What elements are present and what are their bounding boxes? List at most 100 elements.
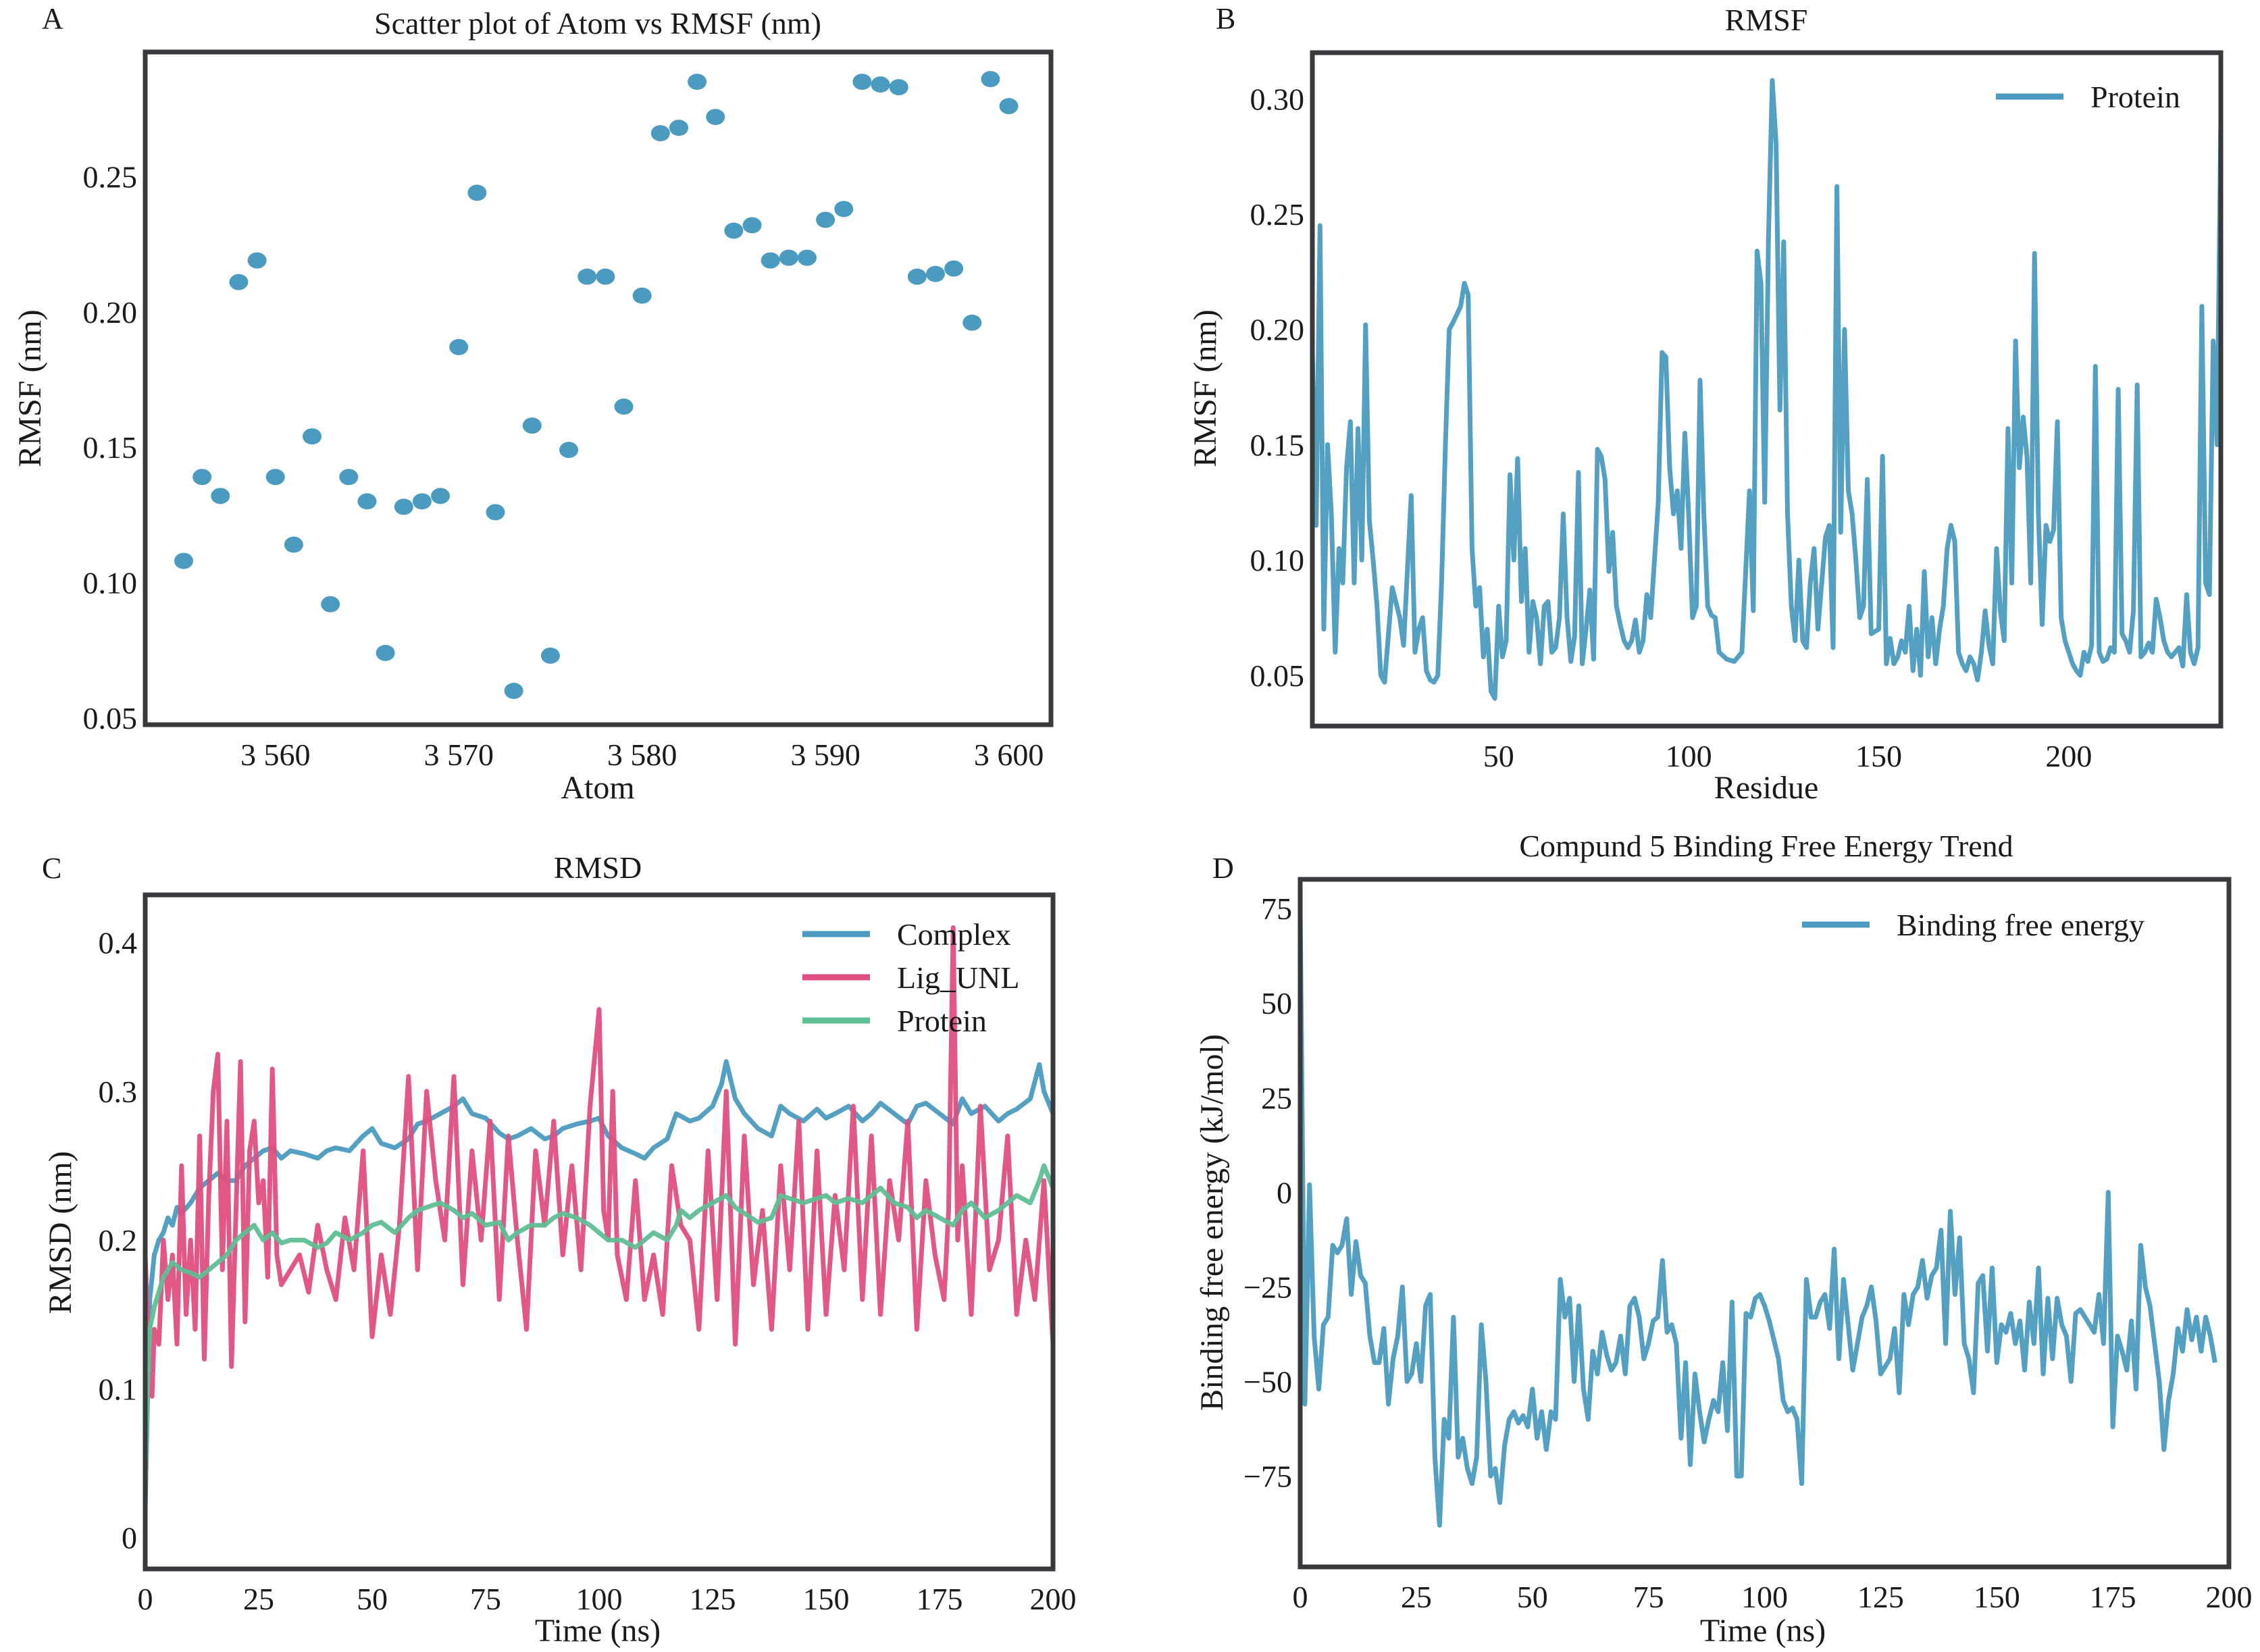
- x-tick-label: 50: [1517, 1580, 1548, 1614]
- scatter-point: [504, 682, 523, 699]
- scatter-point: [357, 493, 377, 510]
- y-tick-label: 0.1: [99, 1372, 138, 1406]
- scatter-point: [650, 125, 670, 142]
- scatter-point: [486, 504, 505, 521]
- y-tick-label: 0.4: [99, 925, 138, 960]
- y-tick-label: −50: [1243, 1364, 1292, 1399]
- scatter-point: [174, 552, 194, 569]
- x-tick-label: 25: [243, 1582, 274, 1616]
- y-tick-label: 0.15: [83, 430, 138, 465]
- scatter-point: [981, 71, 1000, 88]
- scatter-point: [339, 469, 359, 486]
- legend-label: Protein: [897, 1004, 987, 1038]
- x-tick-label: 100: [576, 1582, 623, 1616]
- chart-title-d: Compund 5 Binding Free Energy Trend: [1519, 829, 2013, 863]
- x-axis-label-a: Atom: [561, 770, 634, 806]
- scatter-point: [211, 488, 230, 505]
- scatter-point: [412, 493, 432, 510]
- series-layer: [145, 925, 1053, 1508]
- scatter-point: [394, 498, 413, 515]
- legend-label: Lig_UNL: [897, 960, 1019, 995]
- scatter-point: [559, 442, 579, 459]
- chart-title-a: Scatter plot of Atom vs RMSF (nm): [374, 6, 821, 41]
- y-tick-label: −25: [1243, 1270, 1292, 1304]
- x-tick-label: 150: [803, 1582, 850, 1616]
- x-tick-label: 0: [138, 1582, 153, 1616]
- x-tick-label: 3 590: [790, 738, 861, 772]
- x-tick-label: 100: [1741, 1580, 1788, 1614]
- axes-frame-c: [143, 892, 1056, 1572]
- x-tick-label: 175: [917, 1582, 963, 1616]
- series-layer: [174, 71, 1019, 699]
- x-tick-label: 3 570: [423, 738, 494, 772]
- plot-area-d: [1300, 908, 2217, 1528]
- scatter-point: [889, 79, 908, 96]
- legend-d: Binding free energy: [1802, 908, 2145, 942]
- legend-label: Binding free energy: [1897, 908, 2145, 942]
- scatter-point: [706, 109, 725, 126]
- scatter-point: [852, 74, 872, 91]
- scatter-point: [284, 536, 303, 553]
- scatter-point: [871, 76, 890, 93]
- x-tick-label: 3 600: [974, 738, 1044, 772]
- panel-letter-a: A: [42, 2, 63, 35]
- y-tick-label: 0.15: [1250, 428, 1305, 462]
- series-line-protein: [145, 1163, 1053, 1508]
- scatter-point: [761, 252, 780, 269]
- y-tick-label: 0.20: [83, 295, 138, 330]
- x-tick-label: 200: [2206, 1580, 2253, 1614]
- scatter-point: [192, 469, 212, 486]
- x-axis-label-b: Residue: [1714, 770, 1819, 806]
- x-tick-label: 75: [470, 1582, 501, 1616]
- y-ticks-c: 0 0.1 0.2 0.3 0.4: [99, 925, 138, 1555]
- axes-frame-d: [1298, 877, 2232, 1570]
- scatter-point: [797, 249, 817, 266]
- y-tick-label: 0.3: [99, 1075, 138, 1109]
- x-tick-label: 200: [1030, 1582, 1077, 1616]
- x-tick-label: 3 560: [240, 738, 311, 772]
- x-tick-label: 125: [690, 1582, 736, 1616]
- scatter-point: [614, 398, 634, 415]
- scatter-point: [596, 268, 615, 285]
- panel-c-rmsd: C RMSD 0 25 50 75 100 125 150 175 200 0 0.1 0.2 0.3…: [42, 850, 1077, 1649]
- panel-letter-d: D: [1212, 852, 1234, 885]
- y-tick-label: 0.30: [1250, 82, 1305, 116]
- plot-area-b: [1312, 78, 2221, 701]
- y-tick-label: 0.05: [1250, 659, 1305, 693]
- scatter-point: [540, 647, 560, 664]
- y-tick-label: 25: [1261, 1081, 1292, 1115]
- series-layer: [1300, 908, 2217, 1528]
- y-tick-label: 0.25: [1250, 197, 1305, 232]
- x-tick-label: 50: [357, 1582, 388, 1616]
- scatter-point: [834, 201, 854, 217]
- scatter-point: [907, 268, 927, 285]
- axes-frame-a: [143, 49, 1054, 727]
- chart-title-b: RMSF: [1725, 3, 1808, 37]
- x-tick-label: 125: [1857, 1580, 1904, 1614]
- x-tick-label: 100: [1666, 739, 1712, 773]
- y-tick-label: 0: [1277, 1175, 1292, 1210]
- plot-area-c: [145, 925, 1053, 1508]
- y-tick-label: 0.10: [83, 566, 138, 600]
- x-ticks-c: 0 25 50 75 100 125 150 175 200: [138, 1582, 1077, 1616]
- series-layer: [1312, 78, 2221, 701]
- y-tick-label: 0: [122, 1521, 137, 1555]
- scatter-point: [376, 644, 395, 661]
- y-axis-label-b: RMSF (nm): [1187, 309, 1223, 467]
- x-axis-label-d: Time (ns): [1700, 1613, 1826, 1649]
- scatter-point: [321, 596, 340, 613]
- scatter-point: [724, 222, 744, 239]
- scatter-point: [449, 338, 469, 355]
- scatter-point: [669, 120, 688, 136]
- y-axis-label-d: Binding free energy (kJ/mol): [1194, 1034, 1230, 1411]
- scatter-point: [632, 287, 652, 304]
- plot-area-a: [174, 71, 1019, 699]
- y-axis-label-c: RMSD (nm): [43, 1151, 78, 1314]
- x-tick-label: 200: [2045, 739, 2092, 773]
- legend-c: Complex Lig_UNL Protein: [802, 917, 1019, 1038]
- y-tick-label: −75: [1243, 1460, 1292, 1494]
- y-tick-label: 0.2: [99, 1223, 138, 1258]
- legend-b: Protein: [1996, 80, 2180, 114]
- series-line-binding-free-energy: [1300, 908, 2217, 1528]
- scatter-point: [944, 260, 964, 277]
